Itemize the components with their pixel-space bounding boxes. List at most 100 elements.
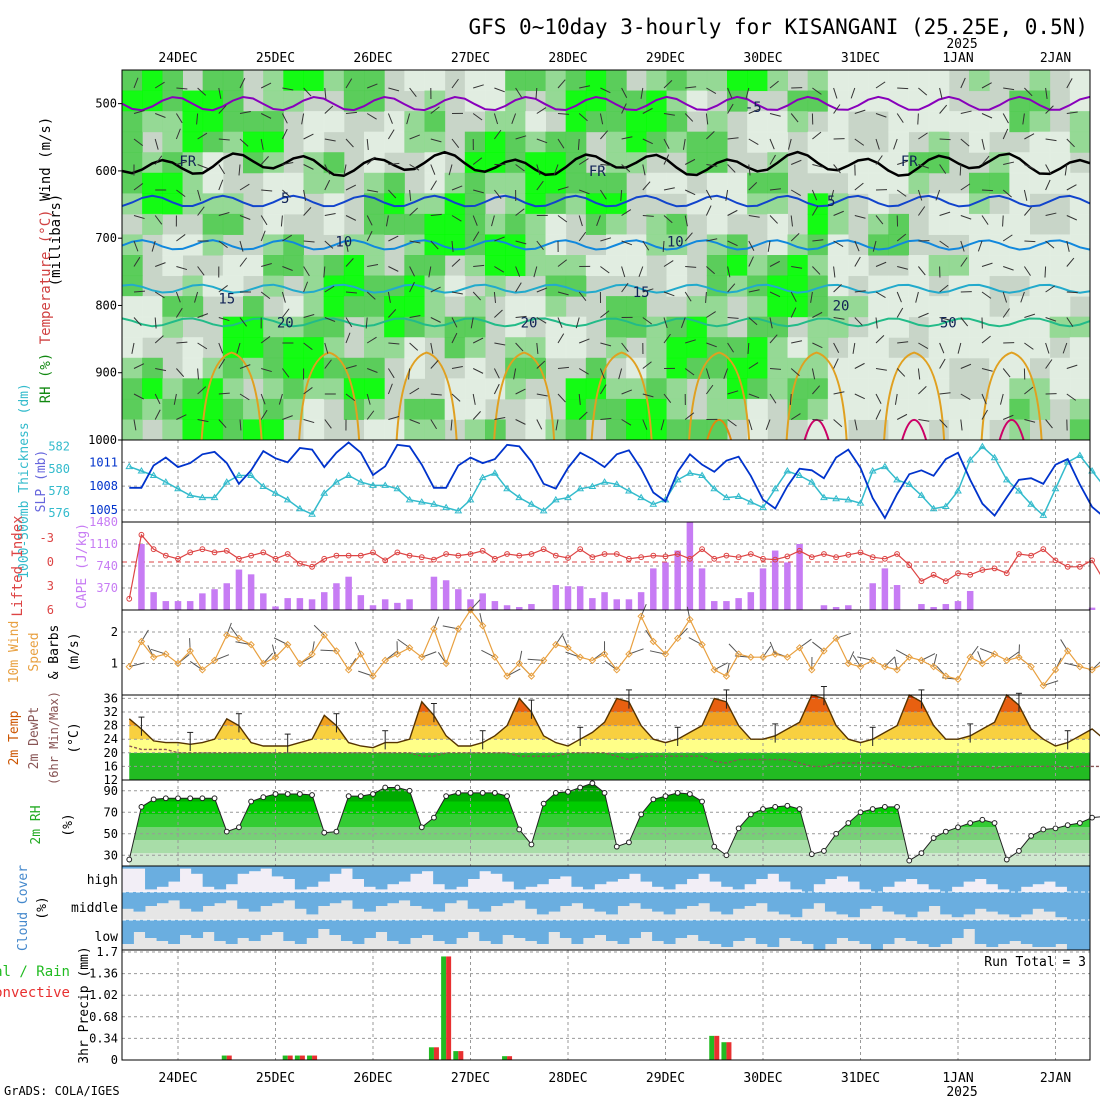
rh-marker xyxy=(431,814,437,821)
rh-cell xyxy=(848,398,869,420)
rh-cell xyxy=(989,357,1010,379)
cloud-bar-high xyxy=(894,866,907,882)
li-marker xyxy=(296,560,303,567)
wind-barb xyxy=(1003,266,1014,271)
wind-barb xyxy=(473,264,485,267)
wind-barb xyxy=(918,342,929,349)
wind-barb xyxy=(303,314,315,318)
rh-cell xyxy=(364,172,385,194)
cape-bar xyxy=(625,599,633,610)
wind-barb xyxy=(387,383,393,395)
wind-barb xyxy=(303,164,314,170)
wind-barb xyxy=(133,183,144,191)
rh-cell xyxy=(606,255,627,277)
wind-barb xyxy=(790,368,800,377)
wind-barb xyxy=(218,317,230,322)
wind-speed-marker xyxy=(259,659,268,668)
wind-barb xyxy=(1003,87,1015,91)
cloud-bar-high xyxy=(905,866,918,879)
rh-marker xyxy=(821,848,827,854)
wind-barb xyxy=(324,359,332,369)
slp-line xyxy=(129,441,1100,520)
precip-total-bar xyxy=(502,1056,508,1060)
li-marker xyxy=(869,554,876,561)
wind-barb xyxy=(663,215,673,224)
cloud-bar-low xyxy=(698,920,711,941)
wind-barb xyxy=(515,315,527,318)
wind-barb xyxy=(1045,342,1050,354)
thickness-marker xyxy=(612,480,621,487)
rh-cell xyxy=(868,398,889,420)
rh-cell xyxy=(505,316,526,338)
rh-cell xyxy=(928,131,950,153)
cloud-axis-label: (%) xyxy=(35,896,50,919)
li-marker xyxy=(236,555,242,562)
wind-barb xyxy=(324,179,331,191)
cloud-bar-middle xyxy=(502,892,515,904)
wind-barb xyxy=(852,342,856,354)
rh-marker xyxy=(540,800,547,807)
wind-barb xyxy=(536,107,547,114)
rh-cell xyxy=(928,398,950,420)
wind-speed-marker xyxy=(491,653,499,661)
cloud-bar-middle xyxy=(859,892,872,909)
cloud-bar-high xyxy=(513,866,526,890)
rh-cell xyxy=(646,131,667,153)
wind-barb xyxy=(430,213,442,216)
thickness-marker xyxy=(454,506,463,514)
cloud-bar-high xyxy=(237,866,250,874)
cloud-bar-low xyxy=(456,920,469,938)
rh-cell xyxy=(122,152,143,174)
wind-barb xyxy=(1062,342,1068,354)
cloud-bar-middle xyxy=(421,892,434,909)
wind-barb xyxy=(388,189,397,199)
wind-barb xyxy=(409,419,421,424)
rh-cell xyxy=(1049,152,1071,174)
wind-barb xyxy=(811,189,818,201)
wind-barb xyxy=(448,164,453,176)
rh-cell xyxy=(283,234,304,256)
rh-cell xyxy=(424,213,446,235)
rh-cell xyxy=(767,275,788,297)
thickness-marker xyxy=(515,493,524,501)
wind-speed-marker xyxy=(320,631,328,639)
wind-barb xyxy=(430,180,437,191)
wind-speed-marker xyxy=(552,640,560,649)
wind-barb xyxy=(154,81,165,89)
cape-bar xyxy=(162,601,170,610)
wind-barb xyxy=(493,291,497,303)
wind-barb xyxy=(981,291,992,299)
rh-cell xyxy=(364,70,385,92)
rh-cell xyxy=(404,111,425,133)
wind-barb xyxy=(663,260,674,267)
wind-barb xyxy=(1045,419,1053,429)
cloud-bar-low xyxy=(571,920,584,944)
wind-barb xyxy=(536,138,548,144)
rh-cell xyxy=(565,111,587,133)
wind-barb xyxy=(875,393,882,404)
rh-cell xyxy=(343,378,365,400)
wind-speed-marker xyxy=(405,644,414,652)
li-marker xyxy=(516,552,523,559)
rh-cell xyxy=(1069,357,1091,379)
wind-barb xyxy=(238,164,241,176)
cloud-bar-low xyxy=(778,920,791,938)
cloud-bar-low xyxy=(652,920,665,941)
wind-barb xyxy=(960,419,963,431)
wind-barb xyxy=(642,288,654,293)
wind-barb xyxy=(791,266,803,269)
wind-barb xyxy=(345,240,349,252)
wind-speed-marker xyxy=(393,650,402,658)
wind-barb xyxy=(133,419,137,431)
rh-cell xyxy=(827,378,849,400)
wind-barb xyxy=(239,317,247,327)
wind-barb xyxy=(833,391,845,395)
wind-barb xyxy=(1066,78,1073,89)
wind-barb xyxy=(324,342,329,354)
li-marker xyxy=(735,554,742,561)
rh-cell xyxy=(464,378,486,400)
wind-speed-marker xyxy=(1076,662,1084,671)
wind-barb xyxy=(154,409,161,420)
date-tick-label: 30DEC xyxy=(743,51,782,66)
wind-speed-marker xyxy=(515,659,523,668)
